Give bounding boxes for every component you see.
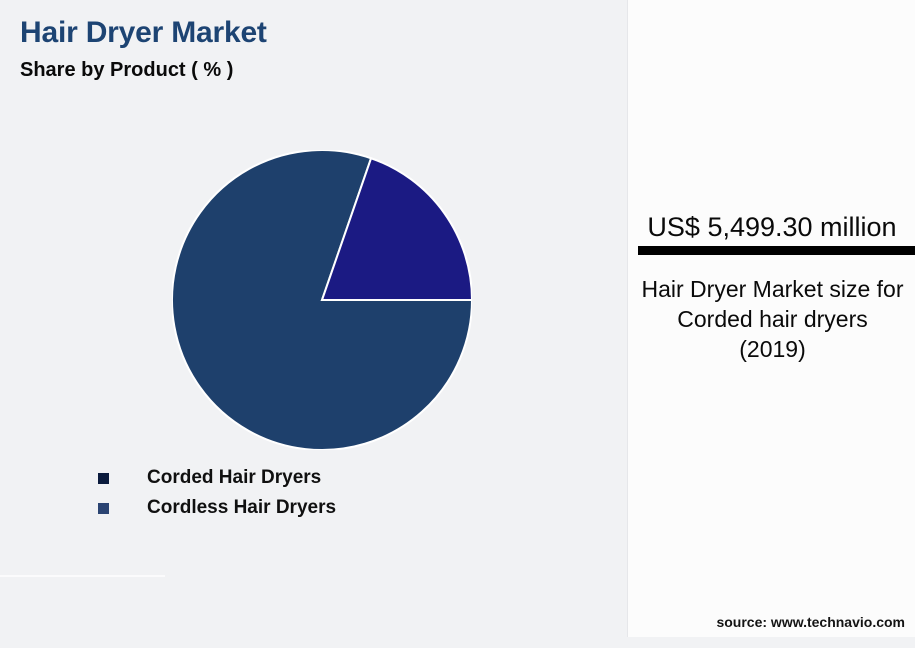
pie-slice-corded-hair-dryers[interactable] xyxy=(172,150,472,450)
kpi-value: US$ 5,499.30 million xyxy=(647,212,897,242)
legend-item-label: Corded Hair Dryers xyxy=(147,467,322,488)
kpi-panel: US$ 5,499.30 million Hair Dryer Market s… xyxy=(627,0,915,637)
page-title: Hair Dryer Market xyxy=(20,16,267,49)
legend-item-cordless-hair-dryers[interactable]: Cordless Hair Dryers xyxy=(98,493,518,523)
pie-slice-cordless-hair-dryers[interactable] xyxy=(320,156,472,301)
kpi-underline xyxy=(638,246,915,255)
legend-item-corded-hair-dryers[interactable]: Corded Hair Dryers xyxy=(98,463,518,493)
kpi-description: Hair Dryer Market size for Corded hair d… xyxy=(640,274,905,364)
pie-chart-svg xyxy=(172,150,472,450)
kpi-year: (2019) xyxy=(739,336,806,362)
legend-swatch-icon xyxy=(98,472,109,484)
source-note: source: www.technavio.com xyxy=(716,614,905,630)
chart-subtitle: Share by Product ( % ) xyxy=(20,59,234,81)
legend-item-label: Cordless Hair Dryers xyxy=(147,497,337,518)
kpi-description-text: Hair Dryer Market size for Corded hair d… xyxy=(641,276,904,332)
pie-chart xyxy=(172,150,472,450)
divider xyxy=(0,575,165,577)
legend-swatch-icon xyxy=(98,502,109,514)
chart-area: Hair Dryer Market Share by Product ( % )… xyxy=(0,16,518,577)
chart-legend: Corded Hair Dryers Cordless Hair Dryers xyxy=(98,463,518,523)
